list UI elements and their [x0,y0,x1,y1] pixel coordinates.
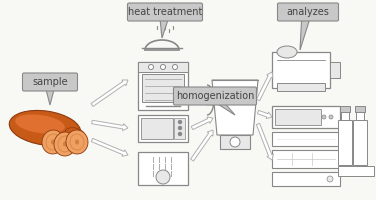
FancyBboxPatch shape [127,3,203,21]
FancyBboxPatch shape [272,150,340,168]
FancyBboxPatch shape [138,115,188,142]
FancyBboxPatch shape [174,118,185,139]
FancyBboxPatch shape [272,132,340,146]
Circle shape [230,137,240,147]
Ellipse shape [9,110,81,146]
FancyBboxPatch shape [341,112,349,120]
Ellipse shape [42,130,64,154]
Polygon shape [256,72,273,101]
Circle shape [322,115,326,119]
Ellipse shape [66,130,88,154]
FancyBboxPatch shape [338,166,374,176]
Polygon shape [46,90,54,105]
Ellipse shape [65,128,85,140]
Polygon shape [256,123,273,160]
FancyBboxPatch shape [138,152,188,185]
Ellipse shape [75,140,79,144]
FancyBboxPatch shape [23,73,77,91]
Ellipse shape [54,132,76,156]
FancyBboxPatch shape [138,62,188,72]
FancyBboxPatch shape [138,62,188,110]
Circle shape [327,176,333,182]
Ellipse shape [15,114,65,134]
Polygon shape [212,80,258,135]
Text: heat treatment: heat treatment [128,7,202,17]
FancyBboxPatch shape [340,106,350,112]
FancyBboxPatch shape [220,135,250,149]
Polygon shape [191,117,213,130]
Polygon shape [191,130,213,161]
Polygon shape [91,80,128,106]
Ellipse shape [63,142,67,146]
FancyBboxPatch shape [277,83,325,91]
Text: analyzes: analyzes [287,7,329,17]
Circle shape [156,170,170,184]
Text: homogenization: homogenization [176,91,254,101]
Circle shape [161,64,165,70]
Circle shape [179,132,182,136]
Circle shape [329,115,333,119]
Circle shape [179,127,182,130]
Polygon shape [92,120,128,131]
FancyBboxPatch shape [142,74,184,102]
Polygon shape [258,110,272,119]
FancyBboxPatch shape [272,172,340,186]
Circle shape [173,64,177,70]
Text: sample: sample [32,77,68,87]
FancyBboxPatch shape [353,120,367,165]
FancyBboxPatch shape [141,118,173,139]
FancyBboxPatch shape [356,112,364,120]
Polygon shape [160,20,168,38]
FancyBboxPatch shape [338,120,352,165]
FancyBboxPatch shape [173,87,256,105]
Polygon shape [191,89,213,105]
Polygon shape [217,104,235,115]
Circle shape [179,120,182,123]
Ellipse shape [277,46,297,58]
FancyBboxPatch shape [277,3,338,21]
FancyBboxPatch shape [272,106,340,128]
FancyBboxPatch shape [330,62,340,78]
Polygon shape [91,138,128,156]
FancyBboxPatch shape [355,106,365,112]
FancyBboxPatch shape [275,109,321,125]
FancyBboxPatch shape [272,52,330,88]
Ellipse shape [51,140,55,144]
Circle shape [149,64,153,70]
Polygon shape [300,20,309,50]
